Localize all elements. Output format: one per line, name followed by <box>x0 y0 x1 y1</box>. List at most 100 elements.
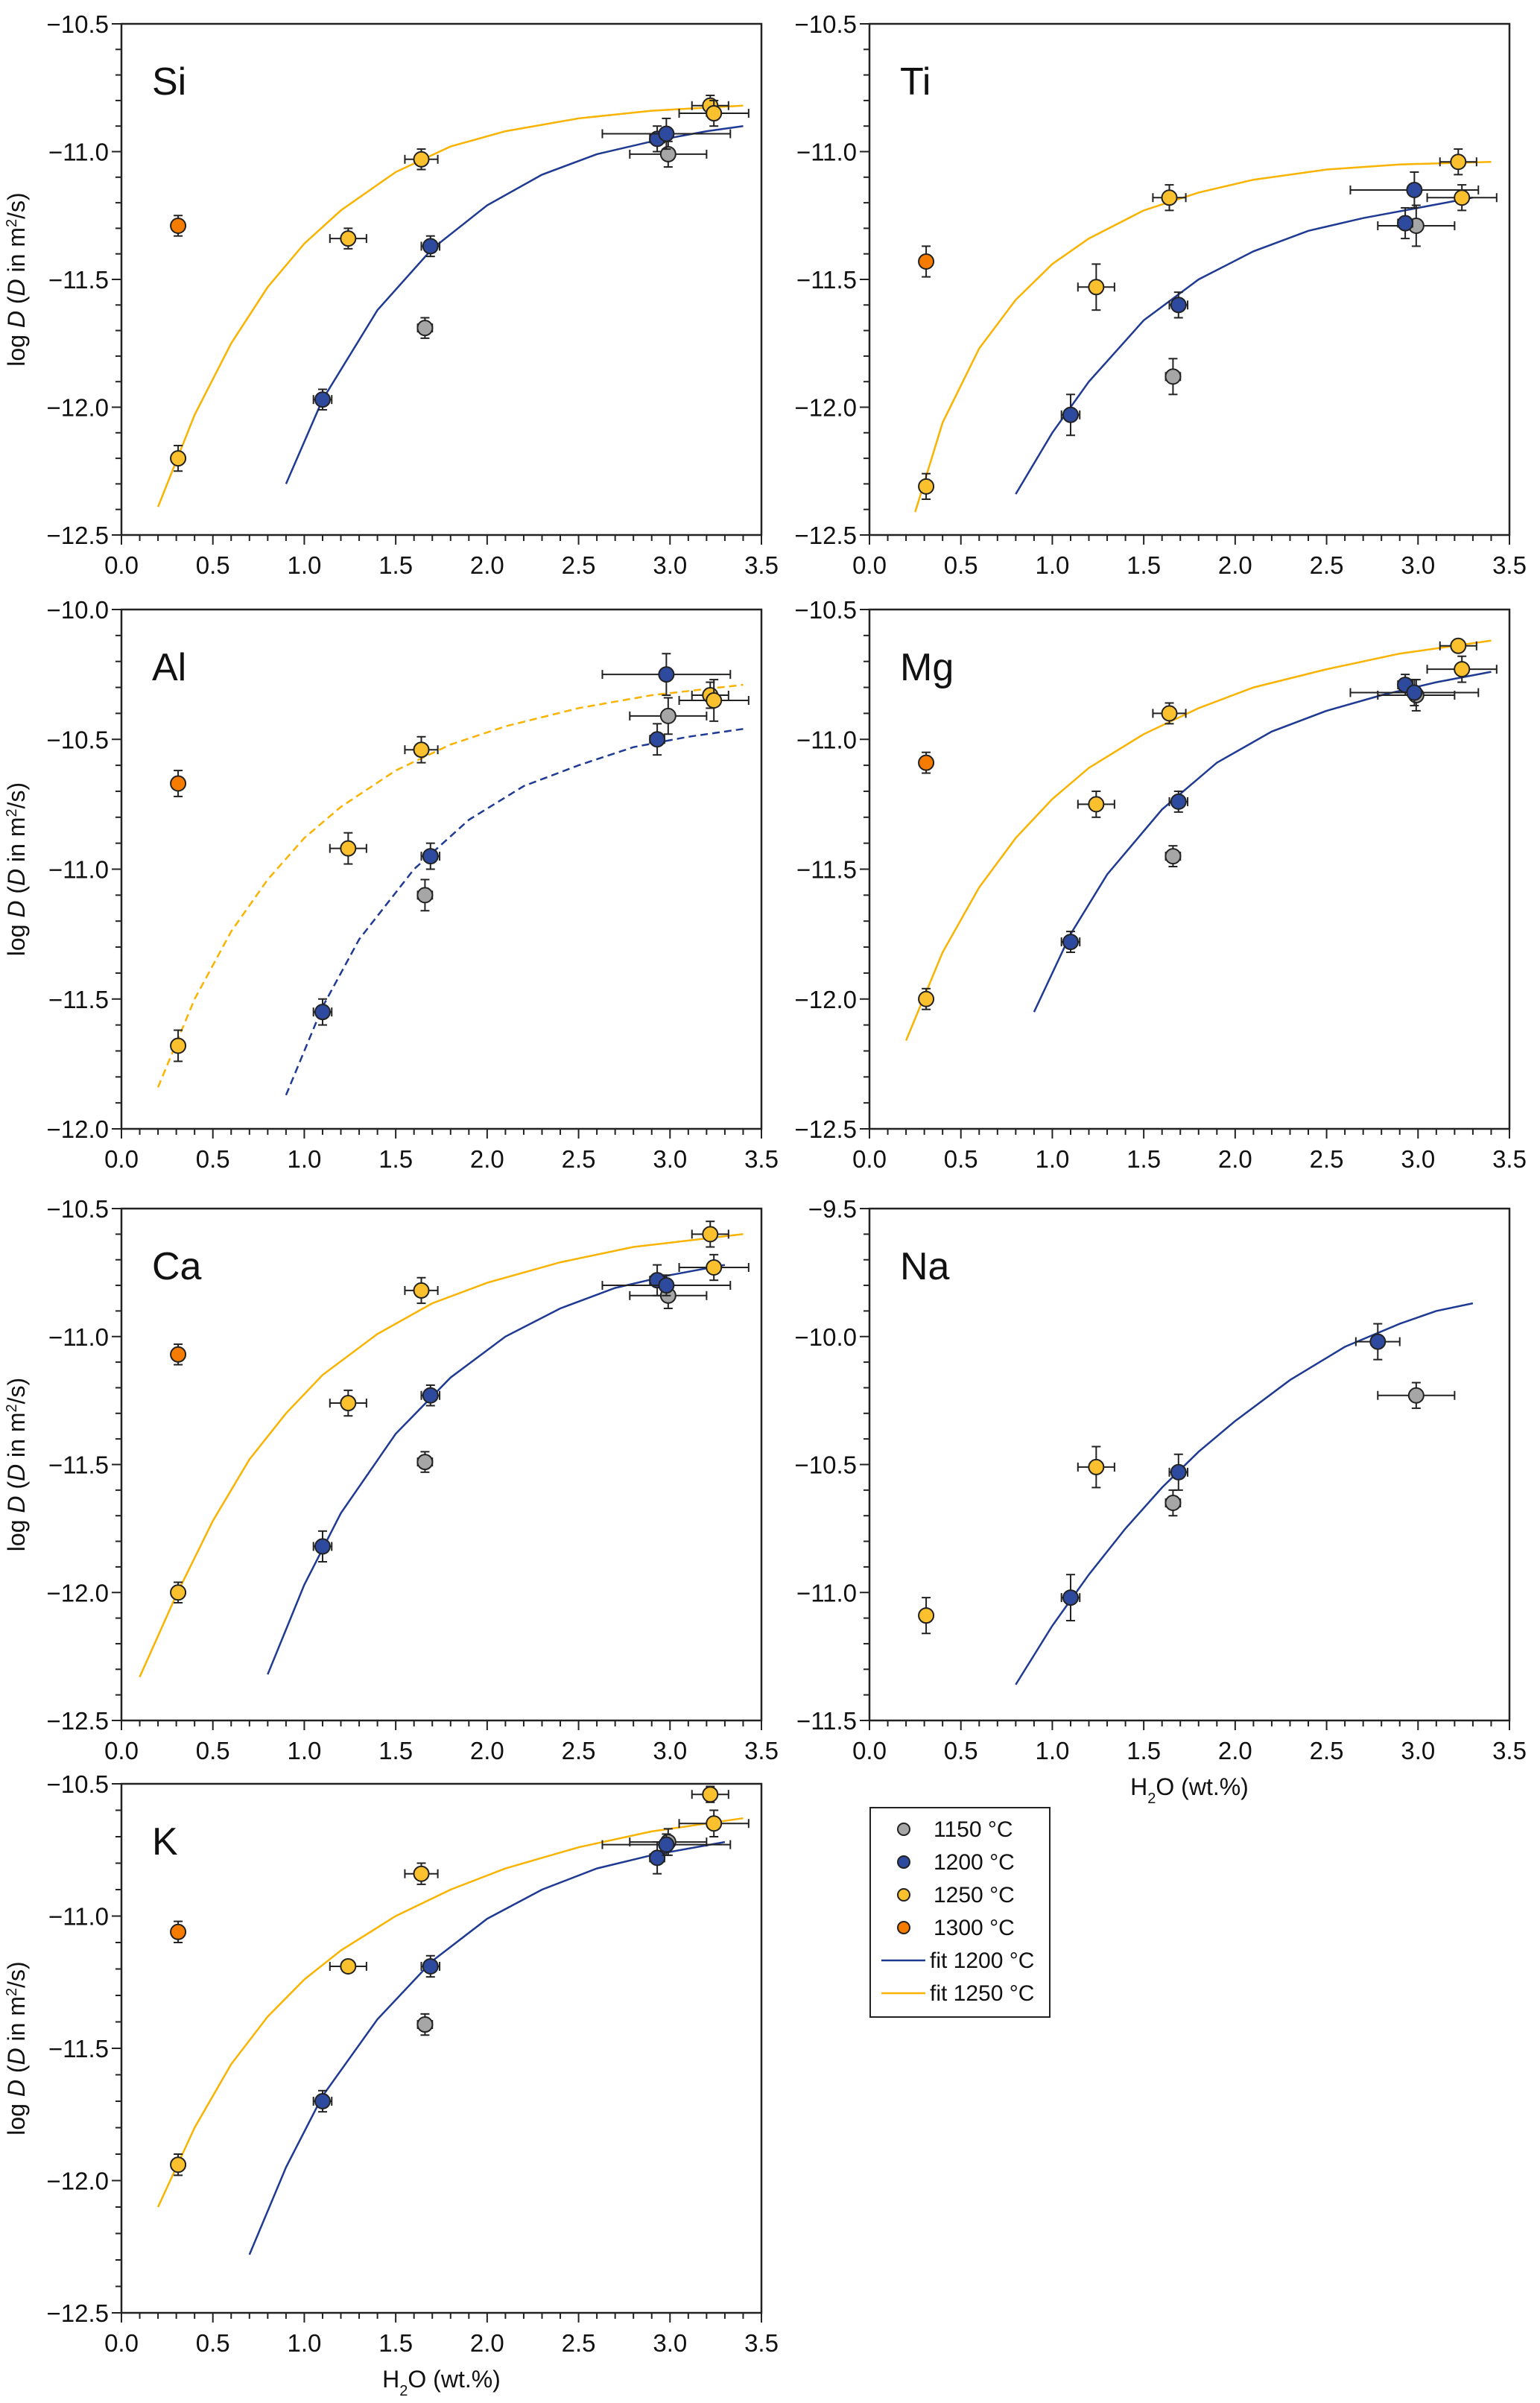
fit-curve-1200 <box>1033 671 1492 1013</box>
data-point-1250 <box>340 840 357 857</box>
data-point-group <box>1349 679 1480 706</box>
y-tick-label: −10.5 <box>47 726 110 753</box>
data-point-1200 <box>1170 793 1187 810</box>
y-tick-label: −11.5 <box>796 1707 857 1735</box>
x-axis-title: H2O (wt.%) <box>382 2366 501 2399</box>
x-tick-label: 0.5 <box>944 1737 978 1764</box>
panel-label: Si <box>152 60 186 104</box>
x-tick-label: 0.0 <box>104 1145 139 1173</box>
data-point-group <box>1426 655 1498 683</box>
legend: 1150 °C 1200 °C 1250 °C 1300 °C fit 1200 °C f… <box>869 1807 1051 2018</box>
data-point-1250 <box>918 1607 935 1624</box>
y-tick-label: −9.5 <box>808 1195 857 1223</box>
data-point-group <box>420 842 441 870</box>
legend-label: 1250 °C <box>934 1883 1015 1907</box>
data-point-1150 <box>416 887 434 904</box>
data-point-group <box>649 1841 666 1875</box>
plot-frame <box>120 1782 763 2314</box>
x-tick-label: 2.0 <box>1218 1145 1252 1173</box>
x-tick-label: 2.5 <box>562 2329 596 2357</box>
data-point-group <box>329 227 367 250</box>
data-point-1200 <box>658 666 675 683</box>
x-tick-label: 2.5 <box>562 1145 596 1173</box>
data-point-1250 <box>1161 189 1178 206</box>
legend-item: fit 1250 °C <box>881 1981 1034 2006</box>
data-point-1250 <box>340 1957 357 1975</box>
legend-box <box>869 1807 1051 2018</box>
data-point-1250 <box>1088 1458 1105 1475</box>
fit-curve-1200 <box>285 124 744 484</box>
x-tick-label: 3.0 <box>1401 1145 1435 1173</box>
y-tick-label: −12.0 <box>795 394 858 422</box>
data-point-1150 <box>416 2016 434 2033</box>
y-tick-label: −12.0 <box>47 394 110 422</box>
data-point-group <box>1060 1574 1081 1622</box>
data-point-group <box>312 2089 333 2113</box>
legend-label: fit 1250 °C <box>930 1981 1034 2006</box>
data-point-1300 <box>170 1346 187 1363</box>
data-point-1200 <box>314 1004 331 1021</box>
y-tick-label: −10.5 <box>795 1451 858 1479</box>
data-point-group <box>601 117 732 151</box>
data-point-group <box>1377 204 1456 247</box>
legend-label: 1150 °C <box>934 1817 1013 1842</box>
legend-marker <box>897 1888 910 1902</box>
data-point-1150 <box>659 145 676 162</box>
y-tick-label: −12.5 <box>47 1707 110 1735</box>
y-axis-title: log D (D in m2/s) <box>3 192 30 366</box>
data-point-1200 <box>422 848 439 865</box>
data-point-1250 <box>413 151 430 168</box>
data-point-1300 <box>170 217 187 234</box>
y-tick-label: −11.5 <box>48 266 109 294</box>
y-tick-label: −11.0 <box>796 1579 857 1606</box>
data-point-group <box>170 444 187 472</box>
fit-curve-1200 <box>267 1264 726 1675</box>
x-tick-label: 0.5 <box>196 551 230 579</box>
data-point-1250 <box>1088 796 1105 813</box>
x-tick-label: 2.5 <box>562 551 596 579</box>
data-point-group <box>649 723 666 756</box>
data-point-1250 <box>1088 279 1105 296</box>
panel-k: 0.0 0.5 1.0 1.5 2.0 2.5 3.0 3.5 −10.5 −11.0 −11.5 −… <box>3 1770 779 2399</box>
data-point-group <box>601 1833 732 1856</box>
data-point-1250 <box>702 1786 719 1803</box>
data-point-1200 <box>649 1849 666 1867</box>
data-point-1200 <box>1406 181 1423 198</box>
x-tick-label: 3.0 <box>653 1737 687 1764</box>
y-tick-label: −10.0 <box>47 596 110 624</box>
data-point-group <box>420 1384 441 1407</box>
data-point-group <box>1152 702 1187 725</box>
data-point-group <box>678 1253 750 1282</box>
data-point-group <box>678 679 750 722</box>
x-tick-label: 3.0 <box>653 2329 687 2357</box>
x-tick-label: 2.5 <box>562 1737 596 1764</box>
x-tick-label: 3.0 <box>653 1145 687 1173</box>
data-point-group <box>678 99 750 127</box>
y-tick-label: −12.0 <box>47 1115 110 1143</box>
panel-label: Al <box>152 646 186 689</box>
panel-ca: 0.0 0.5 1.0 1.5 2.0 2.5 3.0 3.5 −10.5 −11.0 −11.5 −… <box>3 1195 779 1764</box>
panel-label: Mg <box>900 646 954 689</box>
y-tick-label: −10.5 <box>795 596 858 624</box>
data-point-1250 <box>1454 661 1471 678</box>
data-point-group <box>691 1221 729 1248</box>
fit-curve-1250 <box>139 1233 744 1678</box>
data-point-group <box>1060 931 1081 954</box>
data-point-group <box>691 1785 729 1803</box>
data-point-group <box>416 317 434 339</box>
plot-frame <box>868 1207 1511 1722</box>
panels: 0.0 0.5 1.0 1.5 2.0 2.5 3.0 3.5 −10.5 −11.0 −11.5 −… <box>3 10 1527 2399</box>
x-tick-label: 1.0 <box>287 551 321 579</box>
data-point-1250 <box>170 450 187 467</box>
y-tick-label: −10.5 <box>47 1195 110 1223</box>
data-point-group <box>1164 358 1182 396</box>
data-point-group <box>170 1029 187 1063</box>
data-point-group <box>170 1920 187 1943</box>
data-point-group <box>420 235 441 258</box>
data-point-1200 <box>1170 1463 1187 1481</box>
panel-si: 0.0 0.5 1.0 1.5 2.0 2.5 3.0 3.5 −10.5 −11.0 −11.5 −… <box>3 10 779 579</box>
y-tick-label: −11.0 <box>796 726 857 753</box>
data-point-group <box>416 2013 434 2036</box>
panel-label: Ca <box>152 1245 202 1288</box>
x-tick-label: 3.5 <box>744 2329 779 2357</box>
